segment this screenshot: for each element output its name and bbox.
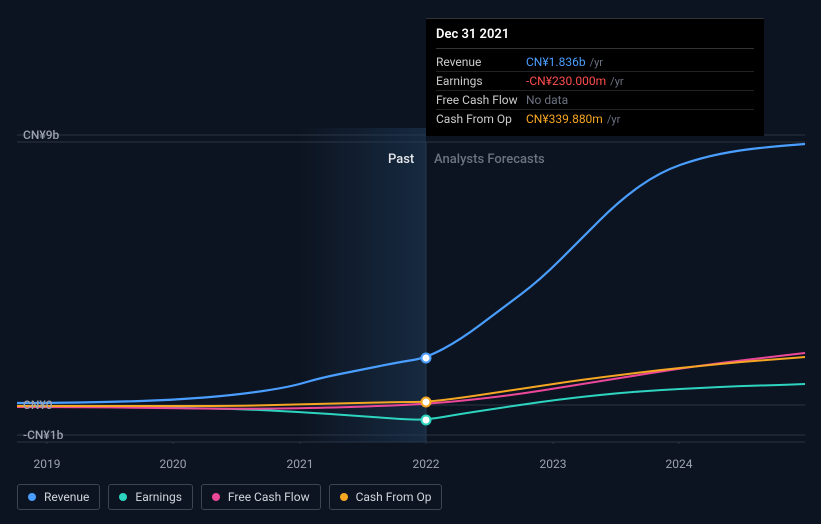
y-axis-label: CN¥0 — [23, 398, 53, 412]
tooltip-date: Dec 31 2021 — [436, 27, 754, 49]
legend-dot-icon — [119, 493, 127, 501]
chart-container: CN¥9bCN¥0-CN¥1b Past Analysts Forecasts … — [0, 0, 821, 524]
legend-item[interactable]: Earnings — [108, 484, 193, 510]
legend-dot-icon — [212, 493, 220, 501]
tooltip-row: RevenueCN¥1.836b/yr — [436, 53, 754, 72]
legend-label: Cash From Op — [356, 490, 432, 504]
tooltip-row-value: -CN¥230.000m — [526, 74, 606, 88]
chart-legend: Revenue Earnings Free Cash Flow Cash From O… — [17, 484, 442, 510]
tooltip-row: Cash From OpCN¥339.880m/yr — [436, 110, 754, 128]
x-axis-label: 2024 — [666, 457, 693, 471]
y-axis-label: -CN¥1b — [23, 428, 63, 442]
legend-label: Free Cash Flow — [228, 490, 310, 504]
x-axis-label: 2020 — [160, 457, 187, 471]
tooltip-row-value: CN¥1.836b — [526, 55, 586, 69]
legend-item[interactable]: Cash From Op — [329, 484, 443, 510]
chart-tooltip: Dec 31 2021 RevenueCN¥1.836b/yrEarnings-… — [426, 18, 764, 136]
legend-item[interactable]: Revenue — [17, 484, 100, 510]
forecast-section-label: Analysts Forecasts — [434, 152, 545, 167]
tooltip-row: Free Cash FlowNo data — [436, 91, 754, 110]
series-marker — [422, 398, 431, 407]
tooltip-row-value: No data — [526, 93, 568, 107]
x-axis-label: 2021 — [287, 457, 314, 471]
series-marker — [422, 354, 431, 363]
series-marker — [422, 416, 431, 425]
past-section-label: Past — [388, 152, 414, 167]
tooltip-row-label: Cash From Op — [436, 112, 526, 126]
tooltip-row-value: CN¥339.880m — [526, 112, 603, 126]
legend-label: Revenue — [44, 490, 89, 504]
tooltip-row-label: Free Cash Flow — [436, 93, 526, 107]
tooltip-row-unit: /yr — [590, 56, 603, 69]
legend-dot-icon — [28, 493, 36, 501]
x-axis-label: 2019 — [34, 457, 61, 471]
tooltip-row-unit: /yr — [607, 113, 620, 126]
x-axis-label: 2023 — [540, 457, 567, 471]
legend-label: Earnings — [135, 490, 182, 504]
y-axis-label: CN¥9b — [23, 128, 59, 142]
legend-item[interactable]: Free Cash Flow — [201, 484, 321, 510]
tooltip-row-unit: /yr — [610, 75, 623, 88]
legend-dot-icon — [340, 493, 348, 501]
x-axis-label: 2022 — [413, 457, 440, 471]
tooltip-row-label: Revenue — [436, 55, 526, 69]
tooltip-row: Earnings-CN¥230.000m/yr — [436, 72, 754, 91]
tooltip-row-label: Earnings — [436, 74, 526, 88]
